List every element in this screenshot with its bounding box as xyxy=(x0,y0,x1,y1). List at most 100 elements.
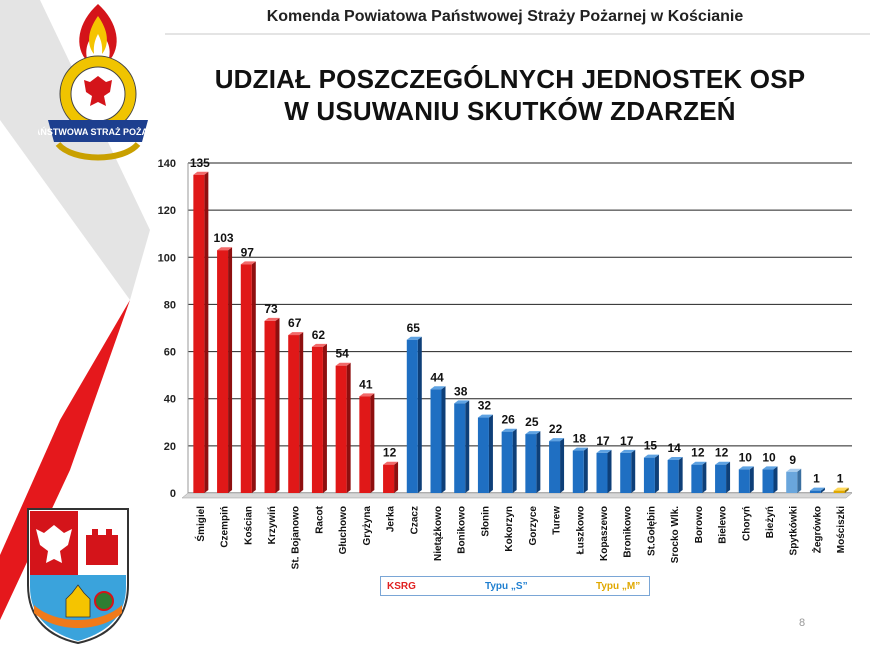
x-tick-label: Gorzyce xyxy=(528,506,539,546)
x-tick-label: Kokorzyn xyxy=(504,506,515,552)
bar-side xyxy=(820,487,825,493)
header-title: Komenda Powiatowa Państwowej Straży Poża… xyxy=(266,8,744,25)
x-tick-label: Gryżyna xyxy=(362,506,373,546)
bar xyxy=(786,471,798,493)
x-tick-label: Bieżyń xyxy=(765,506,776,538)
page-number: 8 xyxy=(799,617,806,629)
data-label: 38 xyxy=(454,384,468,398)
bar xyxy=(667,460,679,493)
data-label: 32 xyxy=(478,399,492,413)
x-tick-label: Bielewo xyxy=(718,506,729,544)
bar-top xyxy=(833,487,849,491)
bar-side xyxy=(844,487,849,493)
y-tick-label: 100 xyxy=(158,252,176,264)
data-label: 135 xyxy=(190,156,210,170)
bar-side xyxy=(536,431,541,493)
bar xyxy=(501,431,513,493)
bar-side xyxy=(465,400,470,493)
bar xyxy=(193,174,205,494)
bar-side xyxy=(773,466,778,493)
bar-side xyxy=(346,362,351,493)
bar xyxy=(572,450,584,493)
bar xyxy=(430,389,442,493)
eagle-icon xyxy=(84,76,112,106)
x-tick-label: Choryń xyxy=(741,506,752,541)
bar xyxy=(406,339,418,493)
bar xyxy=(264,320,276,493)
x-tick-label: Jerka xyxy=(386,506,397,533)
data-label: 25 xyxy=(525,415,539,429)
bar-top xyxy=(738,466,754,470)
y-tick-label: 20 xyxy=(164,441,176,453)
logo-text: PAŃSTWOWA STRAŻ POŻARNA xyxy=(38,127,158,137)
bar-top xyxy=(193,171,209,175)
data-label: 17 xyxy=(620,434,634,448)
slide-title-line-2: W USUWANIU SKUTKÓW ZDARZEŃ xyxy=(284,96,736,126)
bar xyxy=(620,452,632,493)
data-label: 73 xyxy=(264,302,278,316)
data-label: 12 xyxy=(383,446,397,460)
y-tick-label: 80 xyxy=(164,299,176,311)
bar-side xyxy=(370,393,375,493)
x-tick-label: Nietążkowo xyxy=(433,506,444,561)
bar-side xyxy=(394,461,399,493)
x-tick-label: Racot xyxy=(314,505,325,533)
data-label: 12 xyxy=(691,446,705,460)
legend-item-typu-m: Typu „M” xyxy=(596,580,641,592)
grey-swoosh xyxy=(0,0,150,300)
bar-top xyxy=(501,428,517,432)
bar xyxy=(762,469,774,493)
fire-service-logo: PAŃSTWOWA STRAŻ POŻARNA xyxy=(38,4,158,161)
y-tick-label: 120 xyxy=(158,205,176,217)
bar-top xyxy=(572,447,588,451)
bar xyxy=(335,365,347,493)
bar-side xyxy=(322,343,327,493)
bar-side xyxy=(204,171,209,494)
bar xyxy=(715,464,727,493)
bar-side xyxy=(797,468,802,493)
bar-top xyxy=(715,461,731,465)
bar-top xyxy=(217,247,233,251)
bar xyxy=(311,346,323,493)
bar xyxy=(288,335,300,493)
x-tick-label: Bronikowo xyxy=(623,506,634,558)
eagle-icon xyxy=(36,525,72,563)
bar xyxy=(833,490,845,493)
bar xyxy=(643,457,655,493)
x-tick-label: Łuszkowo xyxy=(575,506,586,554)
bar-side xyxy=(654,454,659,493)
x-tick-label: Kopaszewo xyxy=(599,506,610,561)
x-tick-label: Żegrówko xyxy=(810,506,823,553)
bar-top xyxy=(762,466,778,470)
bar-top xyxy=(691,461,707,465)
bar-top xyxy=(525,431,541,435)
bar-side xyxy=(583,447,588,493)
legend: KSRG Typu „S” Typu „M” xyxy=(380,576,650,596)
x-tick-label: Śmigiel xyxy=(194,506,207,542)
bar-top xyxy=(454,400,470,404)
bar xyxy=(359,396,371,493)
bar-side xyxy=(607,449,612,493)
bar xyxy=(217,250,229,493)
data-label: 44 xyxy=(430,370,444,384)
bar-side xyxy=(417,336,422,493)
x-tick-label: Krzywiń xyxy=(267,506,278,544)
bar-top xyxy=(477,414,493,418)
bar-side xyxy=(299,332,304,493)
x-tick-label: Mościszki xyxy=(836,506,847,553)
data-label: 41 xyxy=(359,377,373,391)
data-label: 1 xyxy=(837,472,844,486)
data-label: 67 xyxy=(288,316,302,330)
x-tick-label: Czacz xyxy=(409,506,420,534)
data-label: 26 xyxy=(501,413,515,427)
legend-item-ksrg: KSRG xyxy=(387,580,416,592)
x-tick-label: Srocko Wlk. xyxy=(670,506,681,563)
bar-side xyxy=(726,461,731,493)
x-tick-label: St.Gołębin xyxy=(646,506,657,556)
bar xyxy=(738,469,750,493)
chart-floor xyxy=(181,492,853,499)
data-label: 17 xyxy=(596,434,610,448)
bar-top xyxy=(288,332,304,336)
bar-top xyxy=(264,317,280,321)
data-label: 12 xyxy=(715,446,729,460)
